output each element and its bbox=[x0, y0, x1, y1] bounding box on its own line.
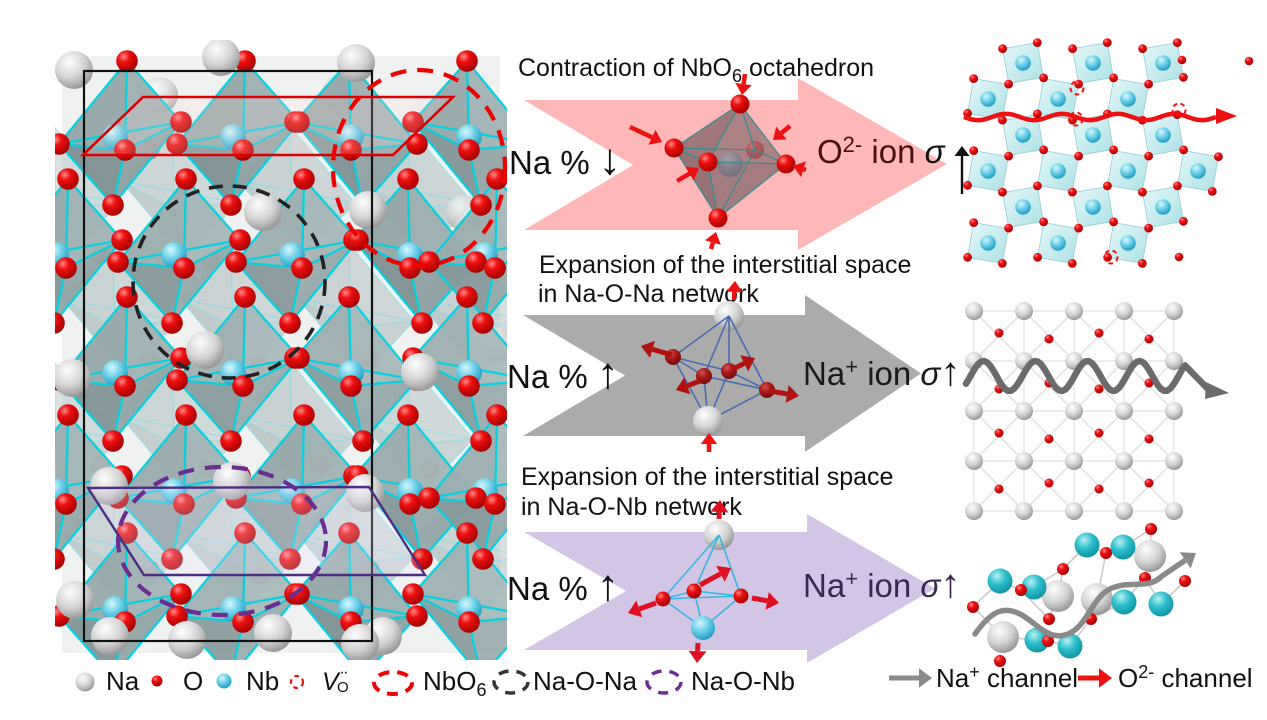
svg-text:in Na-O-Nb network: in Na-O-Nb network bbox=[521, 493, 742, 521]
svg-text:O2- ion σ: O2- ion σ bbox=[817, 132, 946, 170]
svg-text:Na-O-Nb: Na-O-Nb bbox=[691, 666, 795, 696]
svg-text:Contraction of NbO6 octahedron: Contraction of NbO6 octahedron bbox=[518, 54, 874, 86]
svg-text:Na % ↓: Na % ↓ bbox=[509, 135, 621, 184]
svg-text:¨: ¨ bbox=[341, 669, 347, 690]
svg-text:O: O bbox=[183, 666, 203, 696]
svg-text:Na+ channel: Na+ channel bbox=[936, 662, 1078, 693]
svg-text:Na+ ion σ↑: Na+ ion σ↑ bbox=[803, 350, 960, 394]
svg-text:Na % ↑: Na % ↑ bbox=[507, 349, 619, 398]
svg-text:Na % ↑: Na % ↑ bbox=[507, 561, 619, 610]
svg-text:O2- channel: O2- channel bbox=[1118, 662, 1253, 693]
svg-text:NbO6: NbO6 bbox=[423, 666, 486, 700]
svg-text:Na+ ion σ↑: Na+ ion σ↑ bbox=[803, 562, 960, 606]
svg-text:Expansion of the interstitial: Expansion of the interstitial space bbox=[521, 463, 893, 491]
svg-text:Expansion of the interstitial: Expansion of the interstitial space bbox=[539, 251, 911, 279]
svg-text:Na: Na bbox=[106, 666, 140, 696]
svg-text:Nb: Nb bbox=[246, 666, 279, 696]
svg-text:Na-O-Na: Na-O-Na bbox=[533, 666, 638, 696]
